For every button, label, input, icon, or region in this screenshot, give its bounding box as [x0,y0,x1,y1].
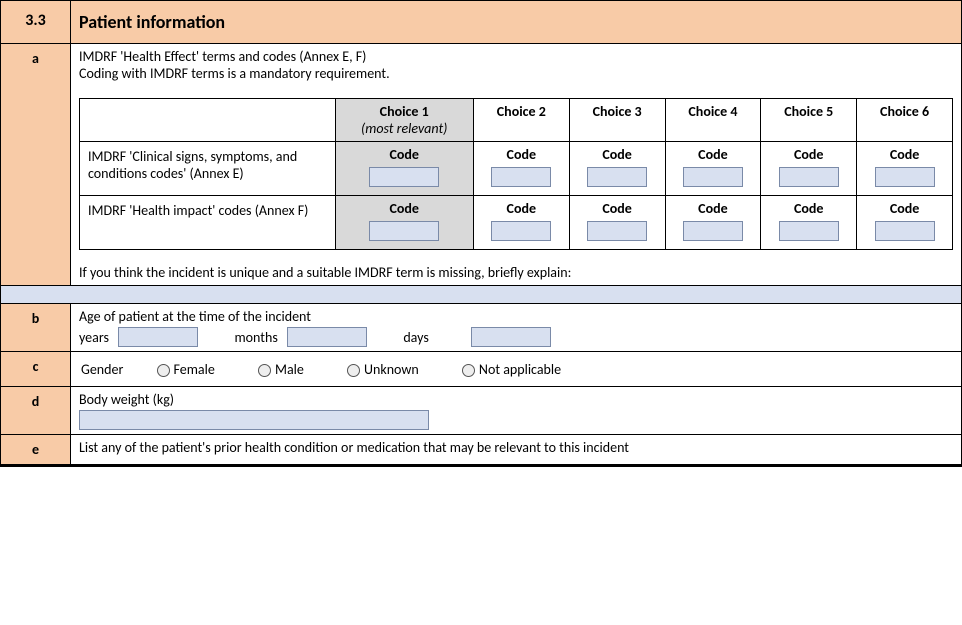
code-input-r2-c6[interactable] [875,221,935,241]
row-e-title: List any of the patient's prior health c… [79,439,953,456]
gender-option-na[interactable]: Not applicable [462,361,561,378]
code-input-r1-c4[interactable] [683,167,743,187]
row-a: a IMDRF 'Health Effect' terms and codes … [1,44,961,286]
code-input-r2-c5[interactable] [779,221,839,241]
row-a-footnote: If you think the incident is unique and … [79,264,953,281]
row-e: e List any of the patient's prior health… [1,435,961,464]
choice-r2-c6: Code [857,196,953,250]
code-input-r2-c2[interactable] [491,221,551,241]
code-input-r1-c5[interactable] [779,167,839,187]
choice-row-1-head: IMDRF 'Clinical signs, symptoms, and con… [80,142,336,196]
row-c-label: c [1,352,71,386]
days-label: days [403,329,428,346]
choice-r2-c5: Code [761,196,857,250]
gender-label: Gender [81,361,123,378]
row-a-intro1: IMDRF 'Health Effect' terms and codes (A… [79,48,953,65]
blue-spacer [1,286,961,304]
code-label: Code [574,200,661,217]
code-input-r2-c1[interactable] [369,221,439,241]
choice-col-1-line1: Choice 1 [380,103,429,120]
gender-option-label: Not applicable [479,361,561,378]
radio-icon [462,364,475,377]
choice-col-4-header: Choice 4 [665,99,761,142]
code-label: Code [861,200,948,217]
choice-r2-c4: Code [665,196,761,250]
choice-r1-c5: Code [761,142,857,196]
section-number: 3.3 [1,1,71,43]
months-label: months [234,329,277,346]
choice-r1-c2: Code [473,142,569,196]
radio-icon [157,364,170,377]
choice-r1-c6: Code [857,142,953,196]
row-c-content: Gender Female Male Unknown Not applicabl… [71,352,961,386]
years-label: years [79,329,109,346]
code-input-r2-c4[interactable] [683,221,743,241]
patient-information-section: 3.3 Patient information a IMDRF 'Health … [0,0,962,467]
choice-r2-c1: Code [335,196,473,250]
gender-option-label: Unknown [364,361,419,378]
row-a-content: IMDRF 'Health Effect' terms and codes (A… [71,44,961,285]
days-input[interactable] [471,327,551,347]
row-d-label: d [1,387,71,434]
code-label: Code [670,146,757,163]
months-input[interactable] [287,327,367,347]
choice-col-1-line2: (most relevant) [361,120,447,137]
code-label: Code [765,146,852,163]
gender-option-female[interactable]: Female [157,361,215,378]
radio-icon [258,364,271,377]
choice-col-6-header: Choice 6 [857,99,953,142]
radio-icon [347,364,360,377]
row-b: b Age of patient at the time of the inci… [1,304,961,352]
code-label: Code [574,146,661,163]
gender-option-label: Male [275,361,304,378]
gender-option-unknown[interactable]: Unknown [347,361,419,378]
code-label: Code [340,200,469,217]
choice-table: Choice 1 (most relevant) Choice 2 Choice… [79,98,953,250]
choice-r1-c1: Code [335,142,473,196]
code-label: Code [765,200,852,217]
row-b-label: b [1,304,71,351]
choice-row-annex-e: IMDRF 'Clinical signs, symptoms, and con… [80,142,953,196]
years-input[interactable] [118,327,198,347]
row-d-title: Body weight (kg) [79,391,953,408]
choice-col-2-header: Choice 2 [473,99,569,142]
row-e-content: List any of the patient's prior health c… [71,435,961,464]
section-title: Patient information [71,1,961,43]
choice-r1-c3: Code [569,142,665,196]
body-weight-input[interactable] [79,410,429,430]
choice-r2-c3: Code [569,196,665,250]
section-header-row: 3.3 Patient information [1,1,961,44]
choice-r2-c2: Code [473,196,569,250]
row-d-content: Body weight (kg) [71,387,961,434]
code-label: Code [670,200,757,217]
choice-table-corner [80,99,336,142]
choice-col-5-header: Choice 5 [761,99,857,142]
row-c: c Gender Female Male Unknown Not applica… [1,352,961,387]
gender-option-label: Female [174,361,215,378]
code-label: Code [478,146,565,163]
row-e-label: e [1,435,71,464]
row-a-label: a [1,44,71,285]
row-d: d Body weight (kg) [1,387,961,435]
code-input-r1-c2[interactable] [491,167,551,187]
code-label: Code [861,146,948,163]
choice-row-annex-f: IMDRF 'Health impact' codes (Annex F) Co… [80,196,953,250]
code-label: Code [340,146,469,163]
gender-option-male[interactable]: Male [258,361,304,378]
row-b-title: Age of patient at the time of the incide… [79,308,953,325]
code-input-r2-c3[interactable] [587,221,647,241]
code-input-r1-c6[interactable] [875,167,935,187]
choice-col-3-header: Choice 3 [569,99,665,142]
row-b-content: Age of patient at the time of the incide… [71,304,961,351]
row-a-intro2: Coding with IMDRF terms is a mandatory r… [79,65,953,82]
choice-r1-c4: Code [665,142,761,196]
choice-col-1-header: Choice 1 (most relevant) [335,99,473,142]
code-input-r1-c3[interactable] [587,167,647,187]
code-input-r1-c1[interactable] [369,167,439,187]
choice-row-2-head: IMDRF 'Health impact' codes (Annex F) [80,196,336,250]
code-label: Code [478,200,565,217]
